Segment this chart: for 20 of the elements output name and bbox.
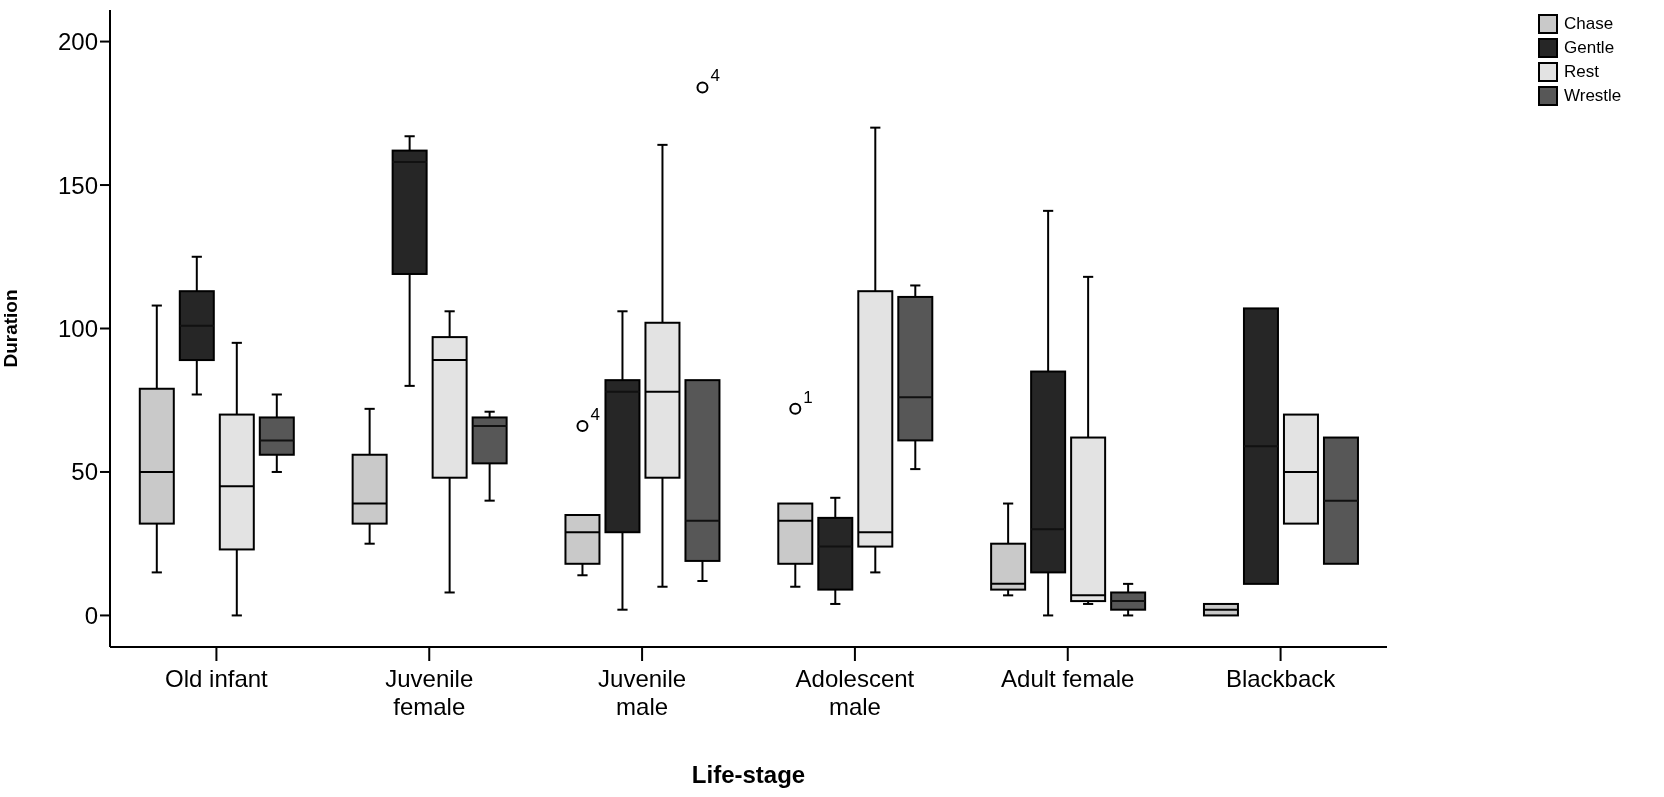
legend-label: Chase [1564, 14, 1614, 34]
y-axis-title: Duration [0, 289, 21, 368]
x-tick-label: Juvenile male [598, 665, 687, 720]
legend-label: Wrestle [1564, 86, 1622, 106]
legend-label: Rest [1564, 62, 1599, 82]
x-tick-label: Adolescent male [795, 665, 915, 720]
annotation: 4 [710, 66, 720, 86]
y-tick-label: 150 [57, 171, 98, 199]
y-tick-label: 50 [71, 458, 98, 486]
x-axis-title: Life-stage [691, 761, 806, 788]
x-tick-label: Blackback [1225, 665, 1337, 692]
annotation: 4 [590, 405, 600, 425]
legend-label: Gentle [1564, 38, 1615, 58]
x-tick-label: Adult female [1001, 665, 1135, 692]
x-tick-label: Juvenile female [385, 665, 474, 720]
x-tick-label: Old infant [165, 665, 269, 692]
y-tick-label: 100 [57, 315, 98, 343]
annotation: 1 [803, 387, 813, 407]
y-tick-label: 200 [57, 28, 98, 56]
y-tick-label: 0 [84, 601, 98, 629]
